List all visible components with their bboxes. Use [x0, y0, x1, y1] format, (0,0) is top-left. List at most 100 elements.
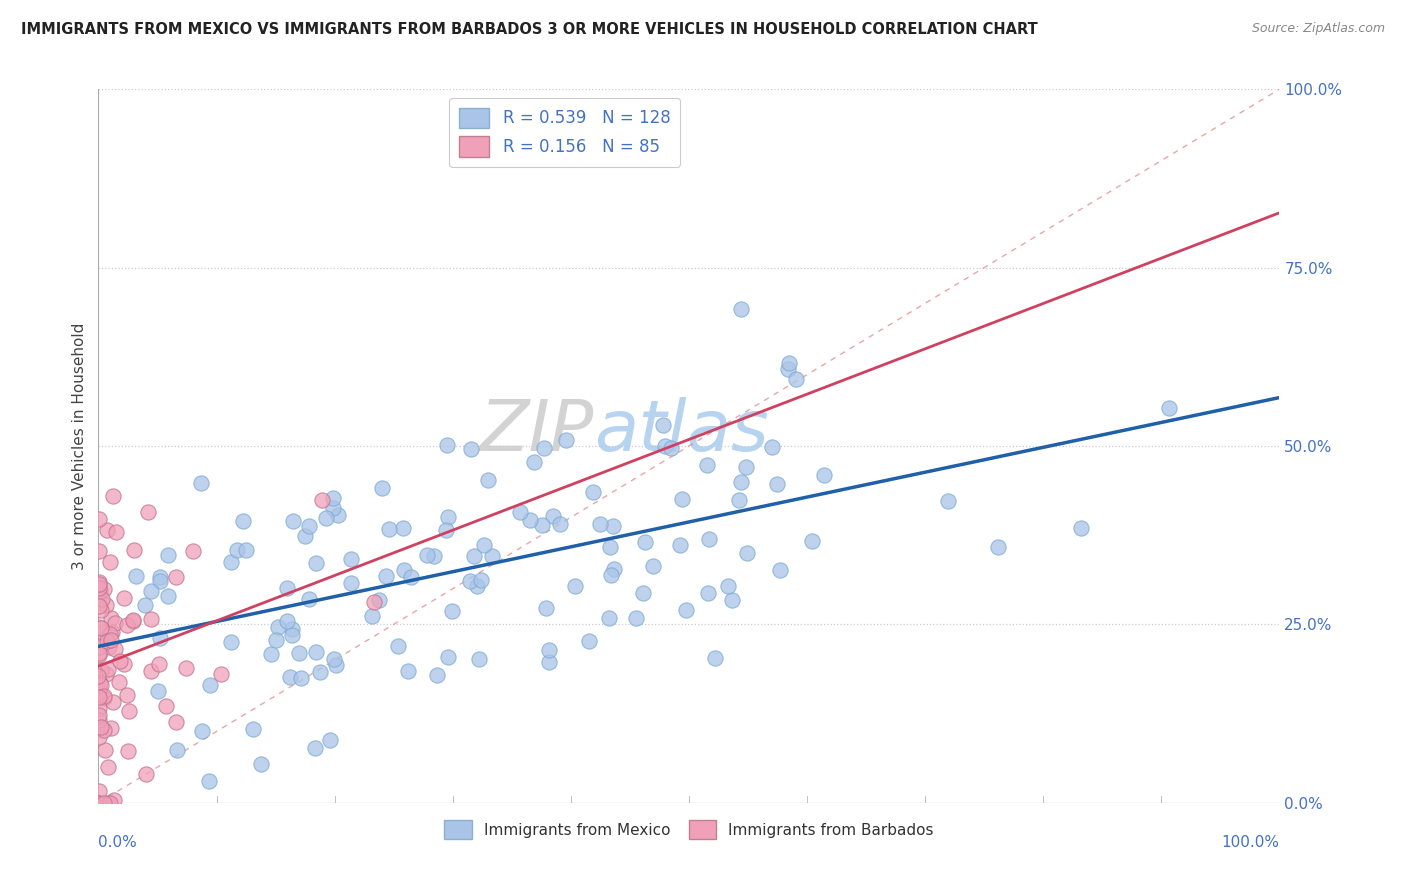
Point — [555, 433, 578, 447]
Point — [659, 441, 682, 455]
Point — [97, 760, 120, 774]
Point — [200, 678, 222, 692]
Point — [437, 510, 460, 524]
Point — [121, 614, 143, 628]
Point — [541, 509, 564, 524]
Point — [363, 595, 385, 609]
Point — [538, 643, 561, 657]
Point — [290, 671, 312, 685]
Point — [378, 522, 401, 536]
Point — [304, 741, 326, 756]
Point — [340, 575, 363, 590]
Point — [675, 603, 697, 617]
Point — [276, 582, 298, 596]
Point — [100, 611, 122, 625]
Point — [117, 617, 139, 632]
Point — [266, 632, 288, 647]
Point — [94, 743, 117, 757]
Point — [519, 513, 541, 527]
Point — [122, 543, 145, 558]
Point — [87, 796, 110, 810]
Point — [322, 501, 344, 516]
Point — [530, 518, 553, 533]
Point — [112, 657, 135, 671]
Point — [294, 529, 316, 543]
Point — [87, 579, 110, 593]
Point — [283, 514, 305, 528]
Point — [96, 598, 118, 612]
Point — [156, 589, 179, 603]
Point — [90, 721, 112, 735]
Point — [801, 533, 824, 548]
Point — [87, 796, 110, 810]
Point — [311, 492, 333, 507]
Point — [250, 756, 273, 771]
Point — [325, 658, 347, 673]
Point — [603, 562, 626, 576]
Point — [190, 475, 212, 490]
Text: atlas: atlas — [595, 397, 769, 467]
Point — [87, 620, 110, 634]
Point — [578, 634, 600, 648]
Point — [96, 662, 118, 676]
Point — [90, 621, 112, 635]
Point — [98, 627, 121, 641]
Point — [87, 784, 110, 798]
Point — [600, 567, 623, 582]
Point — [87, 544, 110, 558]
Point — [122, 613, 145, 627]
Point — [97, 796, 120, 810]
Point — [100, 721, 122, 735]
Point — [110, 654, 132, 668]
Point — [626, 610, 648, 624]
Point — [509, 504, 531, 518]
Point — [191, 724, 214, 739]
Point — [101, 489, 124, 503]
Point — [654, 439, 676, 453]
Point — [87, 512, 110, 526]
Point — [174, 661, 197, 675]
Point — [735, 459, 758, 474]
Point — [93, 723, 115, 738]
Point — [134, 599, 156, 613]
Point — [323, 651, 346, 665]
Point — [588, 516, 610, 531]
Point — [328, 508, 350, 522]
Point — [1070, 521, 1092, 535]
Point — [634, 535, 657, 549]
Point — [117, 688, 139, 702]
Text: 0.0%: 0.0% — [98, 835, 138, 850]
Point — [697, 532, 720, 546]
Point — [305, 556, 328, 570]
Y-axis label: 3 or more Vehicles in Household: 3 or more Vehicles in Household — [72, 322, 87, 570]
Point — [392, 563, 415, 577]
Point — [181, 543, 204, 558]
Point — [437, 650, 460, 665]
Point — [112, 591, 135, 606]
Point — [166, 742, 188, 756]
Point — [91, 591, 114, 606]
Point — [97, 640, 120, 654]
Point — [149, 574, 172, 588]
Point — [139, 665, 162, 679]
Point — [315, 511, 337, 525]
Point — [720, 592, 742, 607]
Point — [117, 744, 139, 758]
Point — [197, 774, 219, 789]
Point — [785, 372, 807, 386]
Point — [87, 684, 110, 698]
Point — [104, 616, 127, 631]
Point — [118, 704, 141, 718]
Point — [669, 538, 692, 552]
Point — [242, 723, 264, 737]
Point — [146, 684, 169, 698]
Point — [434, 523, 457, 537]
Point — [717, 579, 740, 593]
Point — [778, 356, 800, 370]
Point — [288, 646, 311, 660]
Point — [105, 524, 128, 539]
Point — [98, 555, 121, 569]
Point — [322, 491, 344, 505]
Point — [761, 440, 783, 454]
Point — [87, 669, 110, 683]
